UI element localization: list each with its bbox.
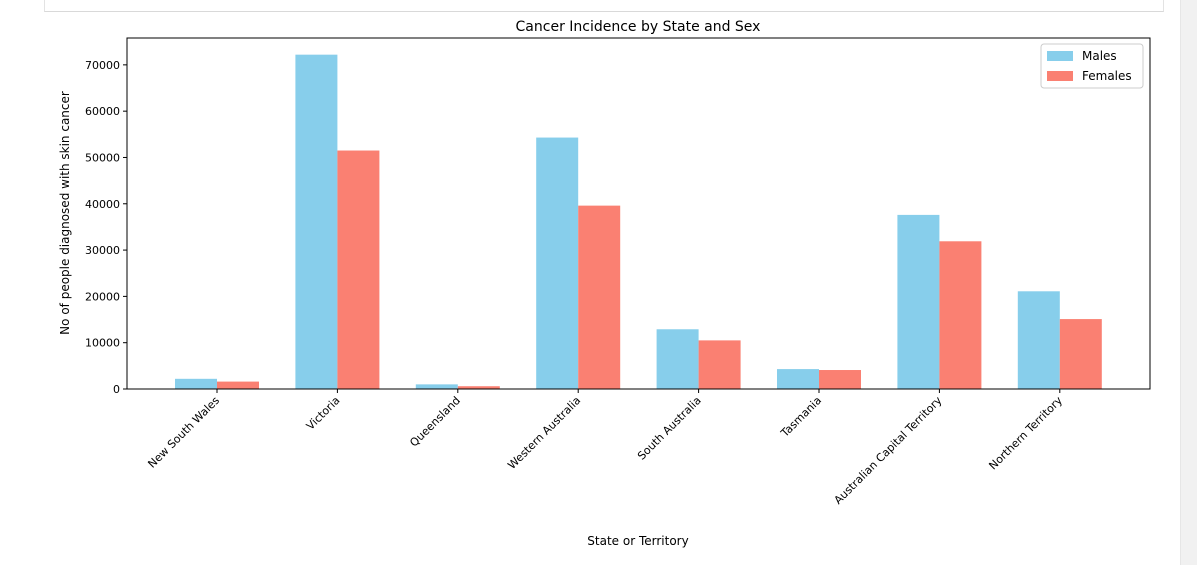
x-tick-label: New South Wales (145, 394, 222, 471)
x-tick-label: Australian Capital Territory (832, 394, 945, 507)
x-tick-label: South Australia (635, 394, 704, 463)
legend-swatch-females (1047, 71, 1073, 81)
y-tick-label: 10000 (85, 337, 120, 350)
x-axis-label: State or Territory (587, 534, 688, 548)
bar-males-1 (295, 54, 338, 389)
bar-females-3 (578, 205, 621, 389)
bar-males-0 (175, 378, 217, 389)
bar-females-4 (698, 340, 741, 389)
x-tick-label: Western Australia (505, 394, 583, 472)
legend-label-females: Females (1082, 69, 1132, 83)
bar-males-2 (415, 384, 458, 389)
scrollbar-track[interactable] (1180, 0, 1197, 565)
bar-females-0 (217, 381, 259, 389)
bars-group (175, 54, 1102, 389)
y-tick-label: 60000 (85, 105, 120, 118)
y-tick-label: 20000 (85, 290, 120, 303)
plot-frame (126, 37, 1151, 390)
bar-males-4 (656, 329, 699, 389)
bar-males-5 (777, 369, 819, 389)
bar-females-5 (819, 370, 861, 389)
x-tick-label: Queensland (407, 394, 463, 450)
chart-title: Cancer Incidence by State and Sex (516, 19, 761, 35)
y-axis: 0 10000 20000 30000 40000 50000 60000 70000 (85, 59, 127, 396)
legend: Males Females (1040, 43, 1144, 89)
legend-label-males: Males (1082, 49, 1117, 63)
y-tick-label: 0 (113, 383, 120, 396)
y-tick-label: 70000 (85, 59, 120, 72)
bar-males-7 (1017, 291, 1060, 389)
legend-swatch-males (1047, 51, 1073, 61)
bar-females-2 (457, 386, 500, 389)
y-tick-label: 40000 (85, 198, 120, 211)
bar-males-6 (897, 214, 940, 389)
bar-females-6 (939, 241, 982, 389)
bar-males-3 (536, 137, 579, 389)
y-tick-label: 30000 (85, 244, 120, 257)
y-axis-label: No of people diagnosed with skin cancer (58, 91, 72, 335)
x-axis: New South Wales Victoria Queensland Western… (145, 389, 1065, 507)
y-tick-label: 50000 (85, 151, 120, 164)
notebook-cell-border (44, 0, 1164, 12)
bar-females-1 (337, 150, 380, 389)
x-tick-label: Northern Territory (986, 394, 1065, 473)
bar-females-7 (1059, 319, 1102, 389)
x-tick-label: Victoria (304, 394, 343, 433)
x-tick-label: Tasmania (778, 394, 824, 440)
